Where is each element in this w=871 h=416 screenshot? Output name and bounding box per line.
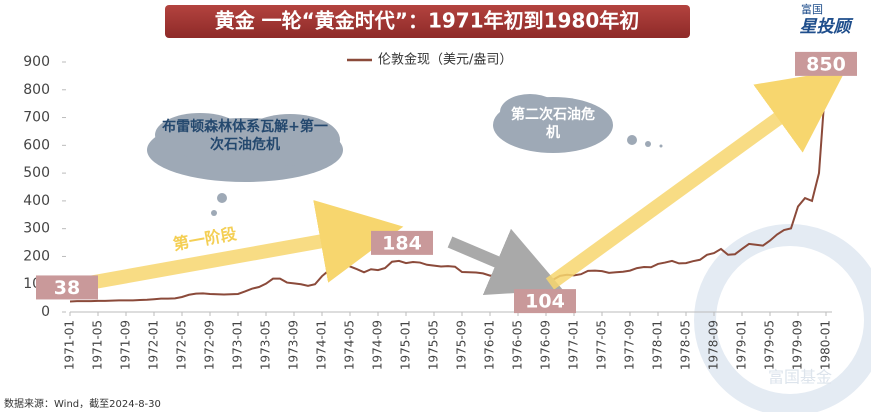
x-tick-label: 1977-05 bbox=[595, 320, 609, 370]
arrow bbox=[70, 200, 404, 293]
x-tick-label: 1971-09 bbox=[119, 320, 133, 370]
arrow bbox=[447, 228, 564, 296]
x-tick-label: 1974-09 bbox=[371, 320, 385, 370]
value-label-box bbox=[36, 275, 98, 300]
chart-title: 黄金 一轮“黄金时代”：1971年初到1980年初 bbox=[215, 9, 640, 33]
x-tick-label: 1978-09 bbox=[707, 320, 721, 370]
x-tick-label: 1975-01 bbox=[399, 320, 413, 370]
x-tick-label: 1976-05 bbox=[511, 320, 525, 370]
x-tick-label: 1973-05 bbox=[259, 320, 273, 370]
x-tick-label: 1979-09 bbox=[791, 320, 805, 370]
labels: 38 184 104 850 bbox=[36, 51, 857, 314]
y-tick-label: 700 bbox=[23, 110, 50, 126]
x-tick-label: 1980-01 bbox=[819, 320, 833, 370]
x-tick-label: 1973-09 bbox=[287, 320, 301, 370]
y-tick-label: 200 bbox=[23, 248, 50, 264]
legend-label: 伦敦金现（美元/盎司） bbox=[378, 52, 512, 68]
arrow bbox=[545, 69, 847, 290]
plot: 01002003004005006007008009001971-011971-… bbox=[23, 52, 832, 371]
annotation: 布雷顿森林体系瓦解+第一次石油危机 bbox=[162, 119, 328, 153]
x-tick-label: 1974-05 bbox=[343, 320, 357, 370]
x-tick-label: 1971-01 bbox=[63, 320, 77, 370]
x-tick-label: 1974-01 bbox=[315, 320, 329, 370]
annotation: 第二次石油危机 bbox=[511, 107, 595, 141]
y-tick-label: 0 bbox=[41, 304, 50, 320]
x-tick-label: 1979-05 bbox=[763, 320, 777, 370]
x-tick-label: 1978-01 bbox=[651, 320, 665, 370]
series-line bbox=[69, 75, 827, 303]
source: 数据来源：Wind，截至2024-8-30 bbox=[4, 397, 161, 410]
watermark-ring bbox=[694, 224, 871, 416]
y-tick-label: 800 bbox=[23, 82, 50, 98]
title-box bbox=[165, 5, 690, 38]
value-label: 104 bbox=[525, 291, 565, 313]
y-tick-label: 600 bbox=[23, 137, 50, 153]
y-tick-label: 400 bbox=[23, 193, 50, 209]
x-tick-label: 1975-09 bbox=[455, 320, 469, 370]
cloud-text-box: 布雷顿森林体系瓦解+第一次石油危机 bbox=[162, 119, 328, 153]
x-tick-label: 1972-05 bbox=[175, 320, 189, 370]
cloud bbox=[493, 94, 663, 153]
cloud bbox=[147, 113, 343, 216]
x-tick-label: 1971-05 bbox=[91, 320, 105, 370]
annotation: 第一阶段 bbox=[172, 224, 239, 254]
logo-top: 富国 bbox=[801, 2, 823, 16]
value-label: 38 bbox=[54, 277, 80, 299]
value-label-box bbox=[371, 230, 433, 255]
x-tick-label: 1972-01 bbox=[147, 320, 161, 370]
x-tick-label: 1979-01 bbox=[735, 320, 749, 370]
y-tick-label: 500 bbox=[23, 165, 50, 181]
value-label: 850 bbox=[806, 53, 846, 75]
value-label: 184 bbox=[382, 232, 422, 254]
logo-main: 星投顾 bbox=[800, 17, 854, 37]
y-tick-label: 300 bbox=[23, 221, 50, 237]
watermark: 富国基金 bbox=[768, 368, 832, 387]
x-tick-label: 1976-01 bbox=[483, 320, 497, 370]
x-tick-label: 1977-09 bbox=[623, 320, 637, 370]
x-tick-label: 1976-09 bbox=[539, 320, 553, 370]
value-label-box bbox=[514, 289, 576, 314]
x-tick-label: 1977-01 bbox=[567, 320, 581, 370]
x-tick-label: 1975-05 bbox=[427, 320, 441, 370]
x-tick-label: 1978-05 bbox=[679, 320, 693, 370]
cloud-text-box: 第二次石油危机 bbox=[511, 107, 595, 141]
x-tick-label: 1973-01 bbox=[231, 320, 245, 370]
y-tick-label: 900 bbox=[23, 54, 50, 70]
value-label-box bbox=[795, 51, 857, 76]
x-tick-label: 1972-09 bbox=[203, 320, 217, 370]
